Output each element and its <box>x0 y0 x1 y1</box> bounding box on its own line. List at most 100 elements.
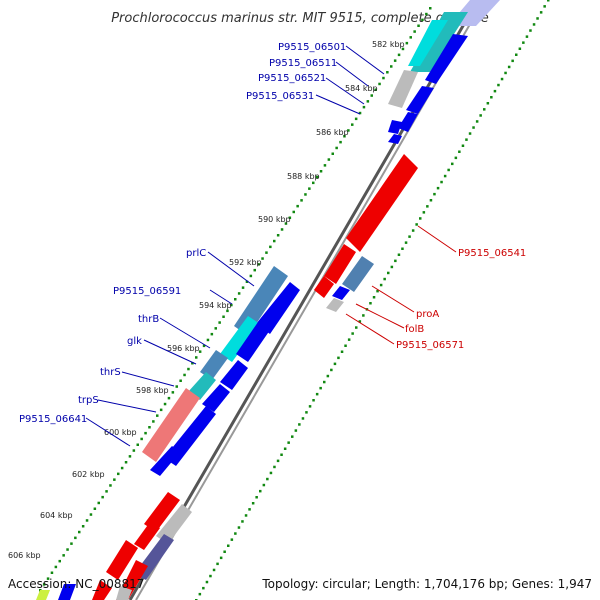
track-dot <box>539 11 543 14</box>
track-dot <box>372 296 376 299</box>
gene-feature[interactable] <box>220 360 248 390</box>
track-dot <box>500 77 504 81</box>
track-dot <box>308 187 311 190</box>
track-dot <box>465 138 468 141</box>
gene-feature[interactable] <box>202 384 230 412</box>
gene-feature[interactable] <box>324 244 356 284</box>
track-dot <box>405 41 409 45</box>
track-dot <box>312 181 315 185</box>
track-dot <box>273 239 276 243</box>
gene-feature[interactable] <box>106 540 138 580</box>
gene-label[interactable]: P9515_06571 <box>396 340 464 351</box>
track-dot <box>378 82 381 86</box>
forward-labels: P9515_06501 P9515_06511 P9515_06521 P951… <box>19 42 346 425</box>
gene-label[interactable]: P9515_06531 <box>246 91 314 102</box>
gene-feature[interactable] <box>36 590 50 600</box>
gene-feature[interactable] <box>256 282 300 334</box>
tick-label: 598 kbp <box>136 386 169 395</box>
gene-feature[interactable] <box>388 70 418 108</box>
gene-label[interactable]: glk <box>127 336 142 347</box>
gene-feature[interactable] <box>326 298 344 312</box>
track-dot <box>525 35 529 38</box>
track-dot <box>493 89 497 93</box>
track-dot <box>413 30 416 33</box>
gene-feature[interactable] <box>220 316 260 362</box>
gene-label[interactable]: proA <box>416 309 439 320</box>
track-dot <box>128 455 132 458</box>
track-dot <box>265 251 268 254</box>
track-dot <box>490 96 493 99</box>
gene-feature[interactable] <box>116 586 132 600</box>
track-dot <box>294 429 298 432</box>
track-dot <box>479 114 482 117</box>
gene-feature[interactable] <box>142 388 200 462</box>
track-dot <box>486 102 490 105</box>
gene-label[interactable]: P9515_06521 <box>258 73 326 84</box>
track-dot <box>319 170 323 173</box>
track-dot <box>347 338 351 341</box>
track-dot <box>216 562 219 566</box>
gene-feature[interactable] <box>134 522 160 550</box>
gene-feature[interactable] <box>58 584 76 600</box>
track-dot <box>504 71 507 75</box>
track-dot <box>422 211 426 214</box>
track-dot <box>415 223 418 226</box>
gene-label[interactable]: P9515_06501 <box>278 42 346 53</box>
track-dot <box>304 193 307 196</box>
tick-label: 586 kbp <box>316 128 349 137</box>
gene-feature[interactable] <box>200 350 228 380</box>
gene-feature[interactable] <box>314 276 334 298</box>
track-dot <box>379 283 383 287</box>
track-dot <box>245 280 249 283</box>
gene-feature[interactable] <box>150 446 180 476</box>
track-dot <box>296 204 299 208</box>
track-dot <box>261 257 264 260</box>
track-dot <box>436 186 440 190</box>
track-dot <box>85 519 89 522</box>
track-dot <box>237 292 241 295</box>
gene-label[interactable]: thrB <box>138 314 159 325</box>
track-dot <box>417 24 420 27</box>
gene-feature[interactable] <box>332 286 350 300</box>
gene-feature[interactable] <box>342 256 374 292</box>
gene-label[interactable]: prlC <box>186 248 206 259</box>
track-dot <box>276 459 280 463</box>
gene-label[interactable]: P9515_06641 <box>19 414 87 425</box>
track-dot <box>167 396 171 400</box>
track-dot <box>404 241 408 244</box>
track-dot <box>251 502 255 505</box>
gene-label[interactable]: trpS <box>78 395 99 406</box>
gene-feature[interactable] <box>388 134 402 144</box>
track-dot <box>219 556 223 560</box>
track-dot <box>230 538 234 541</box>
track-dot <box>369 302 372 305</box>
gene-feature[interactable] <box>425 34 468 84</box>
gene-feature[interactable] <box>144 492 180 532</box>
gene-feature[interactable] <box>408 20 448 66</box>
gene-feature[interactable] <box>346 154 418 252</box>
tick-label: 588 kbp <box>287 172 320 181</box>
gene-label[interactable]: P9515_06591 <box>113 286 181 297</box>
gene-label[interactable]: P9515_06511 <box>269 58 337 69</box>
gene-feature[interactable] <box>156 504 192 544</box>
gene-feature[interactable] <box>188 372 216 400</box>
gene-label[interactable]: folB <box>405 324 424 335</box>
track-dot <box>81 525 85 528</box>
gene-feature[interactable] <box>388 120 402 134</box>
tick-label: 600 kbp <box>104 428 137 437</box>
gene-cluster-middle <box>142 266 300 476</box>
track-dot <box>339 140 342 144</box>
gene-feature[interactable] <box>398 112 418 132</box>
gene-feature[interactable] <box>406 86 434 114</box>
track-dot <box>355 326 358 329</box>
gene-feature[interactable] <box>92 580 112 600</box>
gene-feature[interactable] <box>236 322 270 362</box>
track-dot <box>433 192 436 196</box>
track-dot <box>387 271 390 275</box>
gene-label[interactable]: thrS <box>100 367 121 378</box>
track-dot <box>425 12 428 16</box>
gene-label[interactable]: P9515_06541 <box>458 248 526 259</box>
track-dot <box>58 559 61 563</box>
track-dot <box>323 164 327 167</box>
